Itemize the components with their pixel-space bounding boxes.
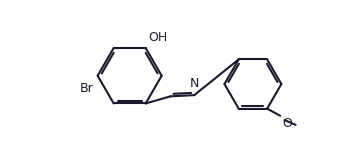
Text: N: N — [190, 77, 199, 90]
Text: O: O — [282, 117, 292, 130]
Text: OH: OH — [148, 31, 167, 44]
Text: Br: Br — [80, 82, 94, 95]
